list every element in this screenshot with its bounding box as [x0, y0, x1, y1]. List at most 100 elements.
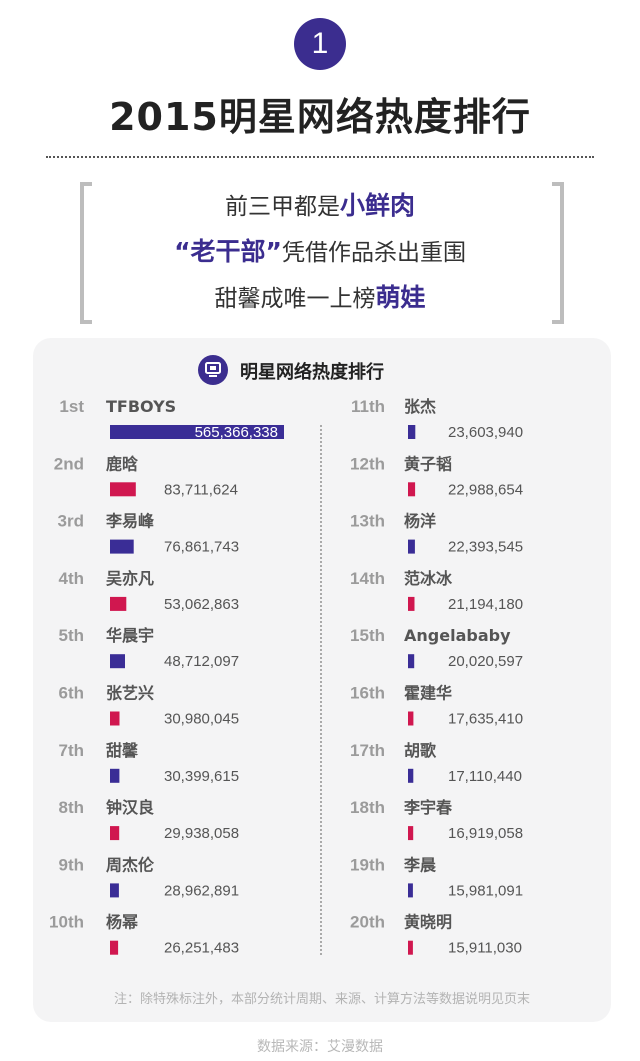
rank-label: 17th	[350, 741, 385, 760]
star-name: 吴亦凡	[106, 569, 154, 588]
value-label: 21,194,180	[448, 596, 523, 613]
value-label: 26,251,483	[164, 940, 239, 957]
rank-label: 10th	[49, 913, 84, 932]
rank-label: 16th	[350, 684, 385, 703]
heat-bar	[408, 654, 415, 669]
right-bracket	[552, 182, 564, 324]
heat-bar	[110, 826, 120, 841]
star-name: 杨洋	[404, 512, 436, 531]
heat-bar	[408, 425, 416, 439]
value-label: 28,962,891	[164, 882, 239, 899]
section-number-badge: 1	[294, 18, 346, 70]
rank-label: 19th	[350, 855, 385, 874]
value-label: 15,981,091	[448, 882, 523, 899]
star-name: 黄晓明	[404, 913, 452, 932]
intro-line-3: 甜馨成唯一上榜萌娃	[0, 278, 640, 314]
heat-bar	[408, 940, 413, 955]
rank-label: 12th	[350, 454, 385, 473]
star-name: 周杰伦	[106, 855, 155, 874]
rank-label: 4th	[59, 569, 85, 588]
value-label: 565,366,338	[195, 424, 278, 441]
star-name: 霍建华	[404, 684, 452, 703]
value-label: 29,938,058	[164, 825, 239, 842]
intro-line-2: “老干部”凭借作品杀出重围	[0, 232, 640, 268]
ranking-card	[33, 338, 611, 1022]
heat-bar	[110, 425, 284, 439]
value-label: 16,919,058	[448, 825, 523, 842]
value-label: 20,020,597	[448, 653, 523, 670]
heat-bar	[110, 596, 127, 611]
star-name: TFBOYS	[106, 397, 176, 416]
column-divider	[320, 425, 322, 955]
star-name: 甜馨	[106, 741, 139, 760]
star-name: 鹿晗	[106, 454, 139, 473]
heat-bar	[408, 482, 416, 497]
value-label: 53,062,863	[164, 596, 239, 613]
value-label: 23,603,940	[448, 424, 523, 441]
rank-label: 6th	[59, 684, 85, 703]
rank-label: 18th	[350, 798, 385, 817]
star-name: 胡歌	[404, 741, 437, 760]
heat-bar	[110, 768, 120, 783]
value-label: 15,911,030	[448, 940, 522, 957]
value-label: 17,635,410	[448, 711, 523, 728]
rank-label: 15th	[350, 626, 385, 645]
monitor-icon	[198, 355, 228, 385]
value-label: 83,711,624	[164, 481, 238, 498]
value-label: 76,861,743	[164, 539, 239, 556]
value-label: 22,988,654	[448, 481, 523, 498]
heat-bar	[110, 482, 136, 497]
intro-line-1-text: 前三甲都是	[224, 194, 340, 220]
star-name: 钟汉良	[106, 798, 154, 817]
rank-label: 11th	[351, 397, 385, 416]
rank-label: 9th	[59, 855, 85, 874]
intro-line-1-highlight: 小鲜肉	[339, 191, 415, 220]
heat-bar	[110, 654, 125, 669]
left-bracket	[80, 182, 92, 324]
heat-bar	[408, 883, 413, 898]
rank-label: 8th	[59, 798, 85, 817]
heat-bar	[110, 539, 134, 554]
rank-label: 2nd	[54, 454, 84, 473]
rank-label: 7th	[59, 741, 85, 760]
intro-line-2-highlight: “老干部”	[174, 237, 282, 266]
star-name: 华晨宇	[106, 626, 154, 645]
star-name: 李宇春	[403, 798, 453, 817]
rank-label: 3rd	[58, 512, 84, 531]
star-name: 李晨	[403, 855, 437, 874]
heat-bar	[408, 539, 415, 554]
value-label: 48,712,097	[164, 653, 239, 670]
intro-line-3-text: 甜馨成唯一上榜	[214, 286, 376, 312]
value-label: 17,110,440	[448, 768, 522, 785]
rank-label: 20th	[350, 913, 385, 932]
heat-bar	[110, 883, 119, 898]
heat-bar	[408, 711, 414, 726]
heat-bar	[408, 596, 415, 611]
value-label: 22,393,545	[448, 539, 523, 556]
data-source: 数据来源：艾漫数据	[257, 1039, 383, 1055]
rank-label: 13th	[350, 512, 385, 531]
heat-bar	[110, 940, 119, 955]
heat-bar	[408, 826, 414, 841]
star-name: 杨幂	[106, 913, 138, 932]
chart-title: 明星网络热度排行	[240, 362, 384, 383]
heat-bar	[408, 768, 414, 783]
page-title: 2015明星网络热度排行	[109, 95, 531, 139]
star-name: Angelababy	[404, 626, 511, 645]
dotted-divider	[46, 156, 594, 158]
rank-label: 14th	[350, 569, 385, 588]
intro-line-1: 前三甲都是小鲜肉	[0, 186, 640, 222]
star-name: 张杰	[404, 397, 436, 416]
value-label: 30,399,615	[164, 768, 239, 785]
rank-label: 1st	[59, 397, 84, 416]
star-name: 李易峰	[105, 512, 155, 531]
star-name: 张艺兴	[106, 684, 154, 703]
heat-bar	[110, 711, 120, 726]
rank-label: 5th	[59, 626, 85, 645]
value-label: 30,980,045	[164, 711, 239, 728]
intro-line-2-text: 凭借作品杀出重围	[281, 240, 466, 266]
intro-line-3-highlight: 萌娃	[375, 283, 426, 312]
footnote: 注：除特殊标注外，本部分统计周期、来源、计算方法等数据说明见页末	[113, 992, 530, 1007]
star-name: 范冰冰	[404, 569, 453, 588]
